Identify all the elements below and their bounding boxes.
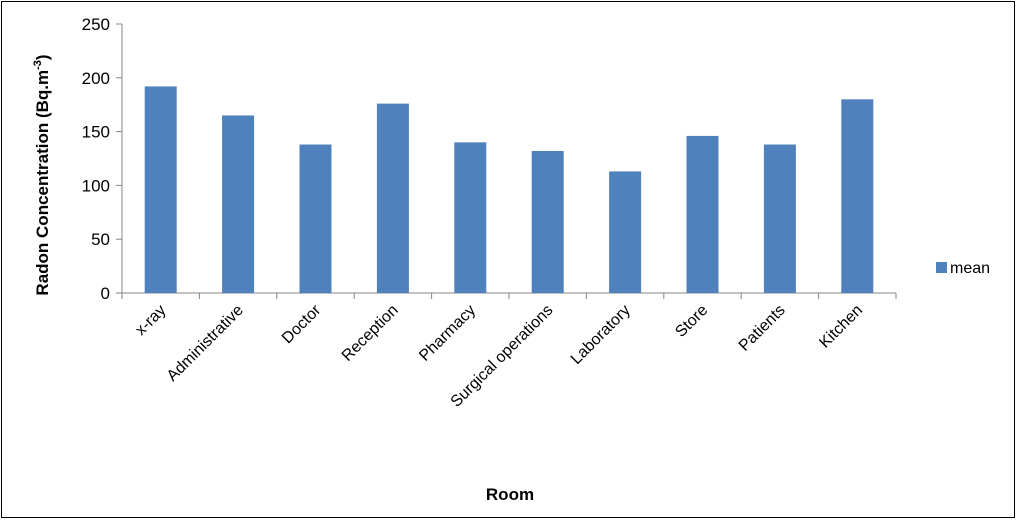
x-tick-label: Kitchen bbox=[816, 302, 866, 352]
y-tick-label: 100 bbox=[82, 176, 110, 195]
bar bbox=[609, 171, 642, 293]
bar bbox=[222, 115, 255, 294]
bar bbox=[686, 135, 719, 293]
legend-swatch-mean bbox=[936, 262, 947, 273]
bar bbox=[531, 150, 564, 293]
y-axis-title-suffix: ) bbox=[33, 54, 52, 60]
x-tick-label: Administrative bbox=[164, 302, 247, 385]
legend: mean bbox=[936, 260, 990, 277]
x-tick-label: Patients bbox=[736, 302, 789, 355]
bars bbox=[144, 86, 874, 294]
x-axis-title: Room bbox=[486, 485, 534, 504]
y-tick-label: 50 bbox=[91, 230, 110, 249]
y-tick-label: 150 bbox=[82, 123, 110, 142]
x-tick-label: Laboratory bbox=[568, 302, 634, 368]
y-axis-title-superscript: -3 bbox=[32, 60, 44, 70]
y-axis: 0 50 100 150 200 250 bbox=[82, 15, 123, 303]
x-tick-label: Store bbox=[672, 302, 711, 341]
x-tick-label: Pharmacy bbox=[416, 302, 479, 365]
y-tick-label: 250 bbox=[82, 15, 110, 34]
x-tick-label: x-ray bbox=[132, 302, 169, 339]
legend-label-mean: mean bbox=[950, 260, 990, 277]
y-tick-label: 0 bbox=[101, 284, 110, 303]
bar bbox=[841, 99, 874, 293]
bar bbox=[454, 142, 487, 293]
bar bbox=[299, 144, 332, 293]
y-axis-title: Radon Concentration (Bq.m-3) bbox=[32, 54, 52, 295]
bar bbox=[144, 86, 177, 294]
bar bbox=[376, 103, 409, 294]
x-axis bbox=[121, 292, 897, 299]
bar bbox=[763, 144, 796, 293]
x-tick-label: Reception bbox=[339, 302, 402, 365]
y-tick-label: 200 bbox=[82, 69, 110, 88]
x-tick-label: Doctor bbox=[279, 301, 325, 347]
